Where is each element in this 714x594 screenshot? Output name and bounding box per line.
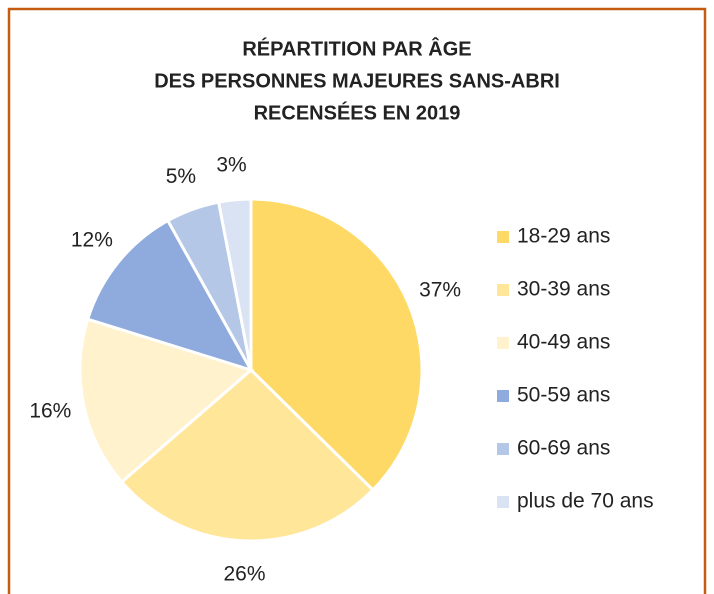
legend-swatch bbox=[497, 443, 509, 455]
legend-label: 60-69 ans bbox=[517, 437, 610, 460]
legend-label: 50-59 ans bbox=[517, 384, 610, 407]
data-label: 12% bbox=[71, 228, 113, 251]
frame bbox=[7, 7, 707, 594]
pie-slice bbox=[119, 367, 375, 543]
legend-label: 40-49 ans bbox=[517, 331, 610, 354]
legend-swatch bbox=[497, 284, 509, 296]
pie-slice bbox=[249, 197, 424, 493]
data-label: 16% bbox=[29, 400, 71, 423]
pie-slice bbox=[78, 317, 255, 485]
data-label: 37% bbox=[419, 278, 461, 301]
legend-label: 18-29 ans bbox=[517, 225, 610, 248]
data-label: 3% bbox=[216, 153, 246, 176]
legend-swatch bbox=[497, 231, 509, 243]
legend-swatch bbox=[497, 390, 509, 402]
chart-title: DES PERSONNES MAJEURES SANS-ABRI bbox=[154, 70, 560, 92]
pie-slice bbox=[85, 218, 255, 373]
data-label: 5% bbox=[166, 165, 196, 188]
data-label: 26% bbox=[223, 562, 265, 585]
legend-swatch bbox=[497, 496, 509, 508]
legend-label: 30-39 ans bbox=[517, 278, 610, 301]
chart-title: RÉPARTITION PAR ÂGE bbox=[242, 36, 471, 60]
legend-swatch bbox=[497, 337, 509, 349]
pie-slice bbox=[216, 197, 253, 371]
chart-title: RECENSÉES EN 2019 bbox=[254, 101, 461, 124]
legend-label: plus de 70 ans bbox=[517, 490, 654, 513]
